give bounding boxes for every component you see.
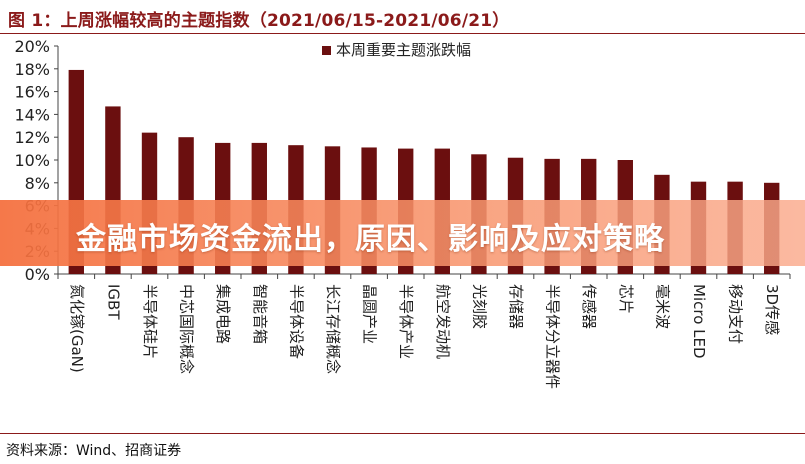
overlay-banner: 金融市场资金流出，原因、影响及应对策略 [0, 200, 805, 266]
category-label: 芯片 [617, 284, 635, 314]
category-label: Micro LED [690, 284, 708, 359]
category-label: 半导体产业 [397, 284, 415, 359]
category-label: 智能音箱 [251, 284, 269, 344]
category-label: 半导体硅片 [141, 284, 159, 359]
category-label: 航空发动机 [434, 284, 452, 359]
y-tick-label: 0% [25, 265, 50, 284]
category-label: 半导体分立器件 [544, 284, 562, 389]
category-label: 集成电路 [214, 284, 232, 344]
legend-label: 本周重要主题涨跌幅 [336, 41, 471, 59]
figure-footer: 资料来源：Wind、招商证券 [0, 433, 805, 464]
category-label: 传感器 [580, 284, 598, 329]
y-tick-label: 16% [14, 83, 50, 102]
category-label: 移动支付 [727, 284, 745, 344]
y-tick-label: 8% [25, 174, 50, 193]
category-label: 3D传感 [763, 284, 781, 335]
y-tick-label: 14% [14, 105, 50, 124]
banner-text: 金融市场资金流出，原因、影响及应对策略 [76, 222, 665, 257]
source-note: 资料来源：Wind、招商证券 [6, 443, 182, 459]
category-label: 晶圆产业 [361, 284, 379, 344]
category-label: 长江存储概念 [324, 284, 342, 374]
category-label: 毫米波 [653, 284, 671, 329]
category-label: 半导体设备 [287, 284, 305, 359]
y-tick-label: 10% [14, 151, 50, 170]
legend-swatch [322, 46, 331, 55]
y-tick-label: 18% [14, 60, 50, 79]
figure-header: 图 1：上周涨幅较高的主题指数（2021/06/15-2021/06/21） [0, 0, 805, 34]
category-label: IGBT [104, 284, 122, 320]
category-label: 氮化镓(GaN) [68, 284, 86, 373]
category-label: 存储器 [507, 284, 525, 329]
figure-title: 图 1：上周涨幅较高的主题指数（2021/06/15-2021/06/21） [8, 11, 510, 31]
category-label: 光刻胶 [470, 284, 488, 329]
y-tick-label: 12% [14, 128, 50, 147]
y-tick-label: 20% [14, 37, 50, 56]
category-label: 中芯国际概念 [178, 284, 196, 374]
